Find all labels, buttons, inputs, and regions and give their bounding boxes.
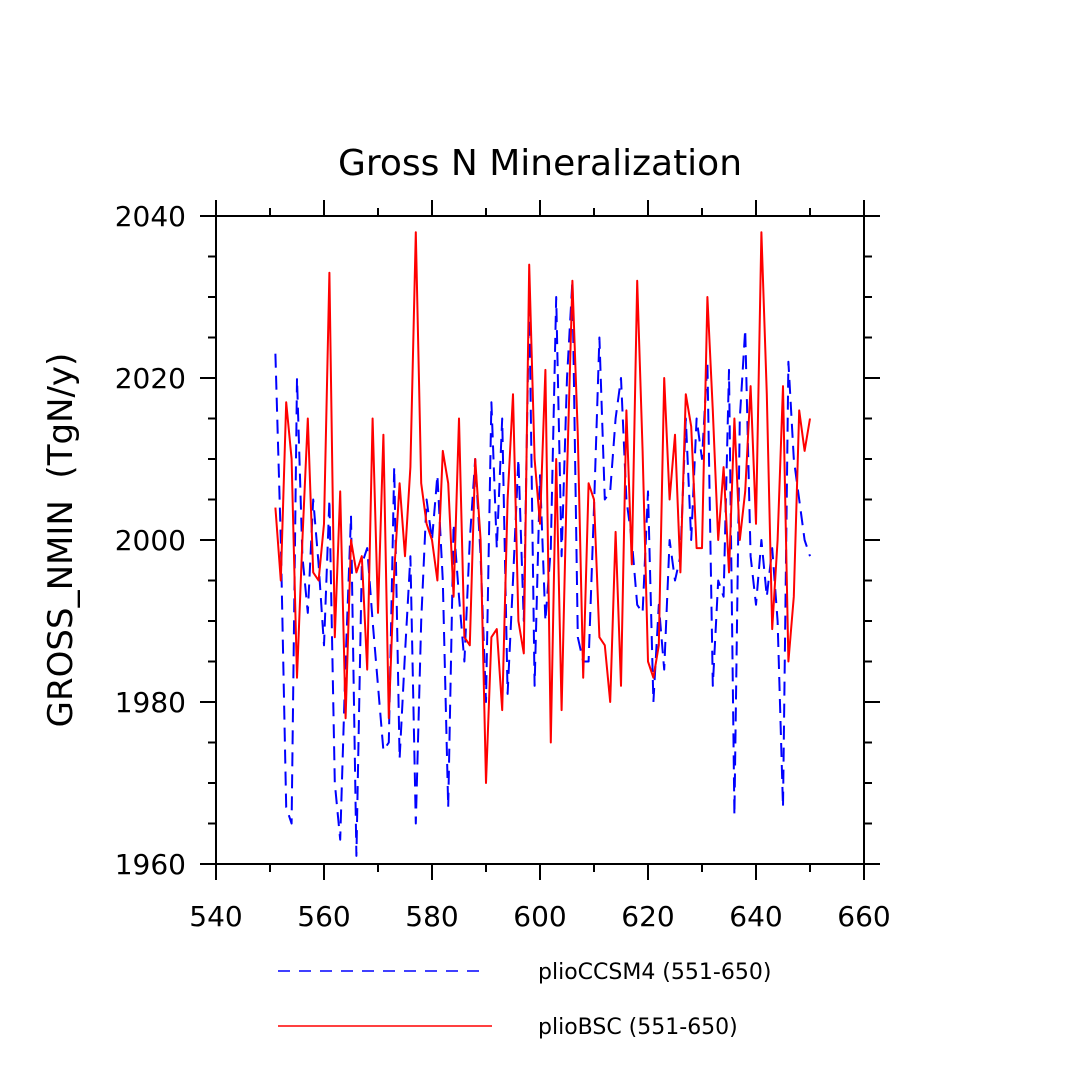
- y-tick-label: 2000: [115, 524, 186, 557]
- axis-ticks: 540 560 580 600 620 640 660 1960 1980 2000 2020 204…: [115, 200, 891, 933]
- x-tick-label: 600: [513, 900, 566, 933]
- x-tick-label: 620: [621, 900, 674, 933]
- x-tick-label: 660: [837, 900, 890, 933]
- legend-label-plioccsm4: plioCCSM4 (551-650): [538, 960, 771, 985]
- x-tick-label: 640: [729, 900, 782, 933]
- y-tick-label: 2020: [115, 362, 186, 395]
- y-tick-label: 1960: [115, 848, 186, 881]
- series-line-pliobsc: [274, 231, 811, 784]
- y-axis-label: GROSS_NMIN (TgN/y): [41, 353, 81, 728]
- x-tick-label: 540: [189, 900, 242, 933]
- y-tick-label: 1980: [115, 686, 186, 719]
- chart-title: Gross N Mineralization: [338, 143, 742, 184]
- legend: plioCCSM4 (551-650) plioBSC (551-650): [278, 960, 771, 1040]
- x-tick-label: 580: [405, 900, 458, 933]
- series-line-plioccsm4: [274, 279, 811, 857]
- plot-frame: [215, 215, 865, 865]
- series-layer: [274, 231, 811, 857]
- y-tick-label: 2040: [115, 200, 186, 233]
- legend-label-pliobsc: plioBSC (551-650): [538, 1015, 738, 1040]
- x-tick-label: 560: [297, 900, 350, 933]
